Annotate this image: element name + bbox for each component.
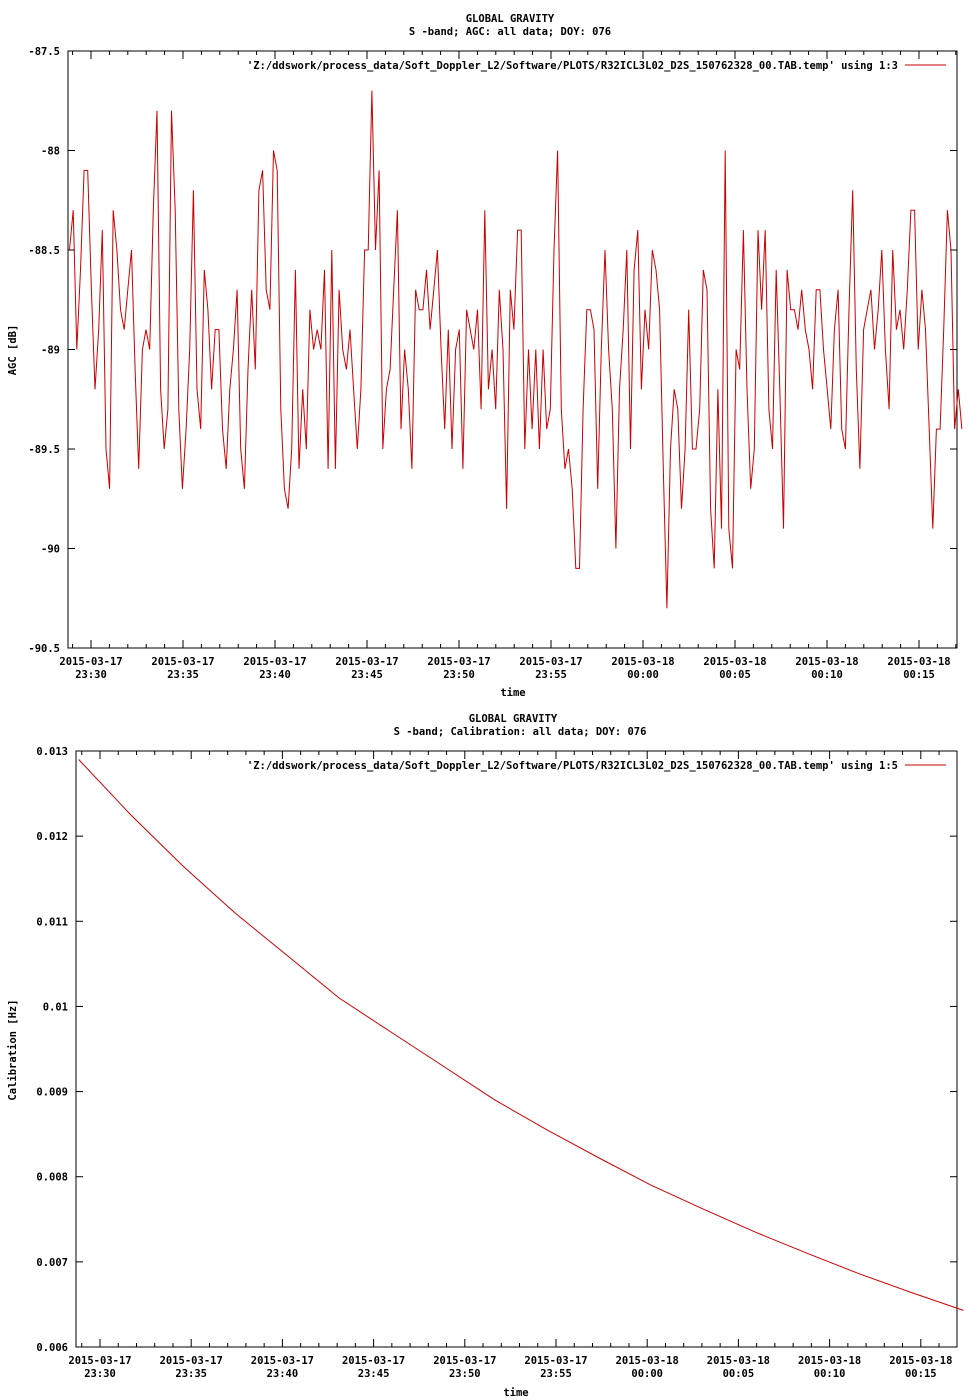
x-tick-date-label: 2015-03-18	[795, 656, 858, 668]
y-tick-label: -89.5	[28, 444, 60, 456]
x-tick-time-label: 23:45	[358, 1368, 390, 1380]
chart-title: GLOBAL GRAVITY	[469, 713, 558, 725]
x-tick-time-label: 23:35	[175, 1368, 207, 1380]
x-tick-time-label: 00:00	[627, 669, 659, 681]
x-tick-time-label: 00:00	[631, 1368, 663, 1380]
x-tick-time-label: 00:05	[719, 669, 751, 681]
y-axis-label: Calibration [Hz]	[7, 999, 19, 1100]
x-tick-time-label: 23:50	[449, 1368, 481, 1380]
x-tick-time-label: 23:50	[443, 669, 475, 681]
calibration-chart: GLOBAL GRAVITY S -band; Calibration: all…	[7, 713, 964, 1399]
x-tick-time-label: 00:10	[814, 1368, 846, 1380]
legend-label: 'Z:/ddswork/process_data/Soft_Doppler_L2…	[247, 60, 898, 72]
x-tick-time-label: 23:55	[540, 1368, 572, 1380]
chart-subtitle: S -band; Calibration: all data; DOY: 076	[394, 726, 647, 738]
x-tick-date-label: 2015-03-17	[160, 1355, 223, 1367]
x-tick-date-label: 2015-03-18	[703, 656, 766, 668]
x-tick-date-label: 2015-03-17	[151, 656, 214, 668]
x-tick-time-label: 23:55	[535, 669, 567, 681]
x-tick-time-label: 23:30	[75, 669, 107, 681]
x-tick-date-label: 2015-03-17	[427, 656, 490, 668]
y-tick-label: -89	[41, 345, 60, 357]
x-tick-time-label: 00:15	[903, 669, 935, 681]
x-tick-date-label: 2015-03-17	[335, 656, 398, 668]
y-tick-label: 0.011	[36, 916, 68, 928]
x-tick-date-label: 2015-03-17	[519, 656, 582, 668]
x-tick-date-label: 2015-03-18	[798, 1355, 861, 1367]
x-tick-time-label: 23:40	[267, 1368, 299, 1380]
y-tick-label: -90	[41, 544, 60, 556]
x-tick-date-label: 2015-03-17	[243, 656, 306, 668]
y-tick-label: -87.5	[28, 46, 60, 58]
x-tick-time-label: 00:05	[723, 1368, 755, 1380]
y-tick-label: 0.007	[36, 1257, 68, 1269]
plot-border	[75, 750, 958, 1348]
y-tick-label: 0.006	[36, 1342, 68, 1354]
y-tick-group: -87.5 -88 -88.5 -89 -89.5 -90 -90.5	[28, 46, 957, 655]
x-tick-date-label: 2015-03-17	[59, 656, 122, 668]
x-tick-date-label: 2015-03-18	[889, 1355, 952, 1367]
x-tick-time-label: 23:45	[351, 669, 383, 681]
x-tick-date-label: 2015-03-18	[616, 1355, 679, 1367]
x-axis-label: time	[503, 1387, 528, 1399]
y-axis-label: AGC [dB]	[7, 325, 19, 376]
x-tick-date-label: 2015-03-17	[342, 1355, 405, 1367]
legend-label: 'Z:/ddswork/process_data/Soft_Doppler_L2…	[247, 760, 898, 772]
x-tick-group: 2015-03-1723:302015-03-1723:352015-03-17…	[59, 51, 957, 681]
y-tick-label: 0.01	[43, 1001, 68, 1013]
y-tick-group: 0.013 0.012 0.011 0.01 0.009 0.008 0.007 0.006	[36, 746, 957, 1354]
x-tick-date-label: 2015-03-17	[524, 1355, 587, 1367]
series-line	[78, 759, 964, 1311]
y-tick-label: -90.5	[28, 643, 60, 655]
y-tick-label: 0.012	[36, 831, 68, 843]
y-tick-label: 0.013	[36, 746, 68, 758]
y-tick-label: 0.008	[36, 1172, 68, 1184]
x-tick-date-label: 2015-03-18	[611, 656, 674, 668]
x-tick-date-label: 2015-03-18	[887, 656, 950, 668]
y-tick-label: 0.009	[36, 1087, 68, 1099]
x-tick-group: 2015-03-1723:302015-03-1723:352015-03-17…	[68, 751, 952, 1380]
x-tick-date-label: 2015-03-17	[251, 1355, 314, 1367]
x-tick-time-label: 23:30	[84, 1368, 116, 1380]
x-tick-time-label: 23:35	[167, 669, 199, 681]
x-tick-time-label: 23:40	[259, 669, 291, 681]
chart-subtitle: S -band; AGC: all data; DOY: 076	[409, 26, 611, 38]
x-tick-time-label: 00:15	[905, 1368, 937, 1380]
x-axis-label: time	[500, 687, 525, 699]
x-tick-date-label: 2015-03-18	[707, 1355, 770, 1367]
agc-chart: GLOBAL GRAVITY S -band; AGC: all data; D…	[7, 13, 963, 699]
series-line	[69, 90, 963, 609]
x-tick-date-label: 2015-03-17	[433, 1355, 496, 1367]
y-tick-label: -88	[41, 146, 60, 158]
chart-title: GLOBAL GRAVITY	[466, 13, 555, 25]
y-tick-label: -88.5	[28, 245, 60, 257]
x-tick-time-label: 00:10	[811, 669, 843, 681]
x-tick-date-label: 2015-03-17	[68, 1355, 131, 1367]
